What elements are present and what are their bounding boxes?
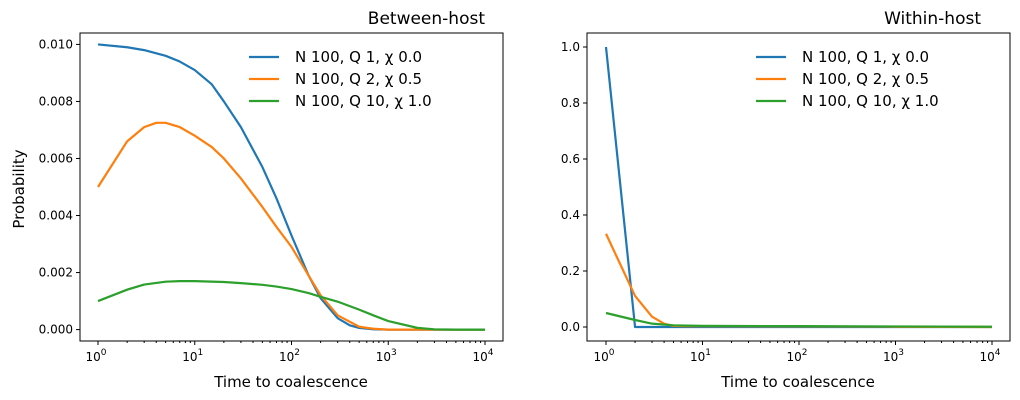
axes-frame	[79, 32, 504, 342]
y-tick-label: 0.004	[39, 209, 73, 223]
x-tick-label: 103	[883, 348, 904, 364]
y-tick-label: 0.010	[39, 37, 73, 51]
legend-label: N 100, Q 10, χ 1.0	[802, 92, 939, 110]
plot-area	[604, 46, 993, 329]
legend-label: N 100, Q 2, χ 0.5	[802, 70, 929, 88]
y-axis-label: Probability	[10, 149, 28, 228]
x-tick-label: 101	[690, 348, 711, 364]
legend: N 100, Q 1, χ 0.0 N 100, Q 2, χ 0.5 N 100,…	[756, 48, 939, 110]
x-tick-label: 104	[979, 348, 1000, 364]
x-tick-label: 100	[593, 348, 614, 364]
y-tick-label: 0.6	[561, 152, 580, 166]
legend-label: N 100, Q 10, χ 1.0	[295, 92, 432, 110]
x-axis-label: Time to coalescence	[213, 373, 368, 391]
y-tick-label: 0.006	[39, 151, 73, 165]
y-tick-label: 0.0	[561, 320, 580, 334]
plot-area	[97, 43, 485, 331]
y-tick-label: 0.008	[39, 94, 73, 108]
x-tick-label: 103	[376, 348, 397, 364]
legend-label: N 100, Q 1, χ 0.0	[802, 48, 929, 66]
series-line	[97, 121, 485, 331]
legend-label: N 100, Q 1, χ 0.0	[295, 48, 422, 66]
chart-within-host: Within-host Time to coalescence 0.0 0.2 0.…	[561, 9, 1011, 391]
y-tick-label: 0.2	[561, 264, 580, 278]
x-tick-label: 101	[182, 348, 203, 364]
x-axis-label: Time to coalescence	[720, 373, 875, 391]
chart-title: Between-host	[368, 9, 486, 29]
x-tick-label: 102	[786, 348, 807, 364]
y-tick-label: 0.4	[561, 208, 580, 222]
y-tick-label: 0.000	[39, 323, 73, 337]
chart-title: Within-host	[884, 9, 981, 29]
legend-label: N 100, Q 2, χ 0.5	[295, 70, 422, 88]
legend: N 100, Q 1, χ 0.0 N 100, Q 2, χ 0.5 N 100,…	[249, 48, 432, 110]
x-tick-label: 100	[85, 348, 106, 364]
chart-between-host: Between-host Probability Time to coalesc…	[10, 9, 504, 391]
axis-ticks: 0.000 0.002 0.004 0.006 0.008 0.010 100 101 102 1…	[39, 37, 494, 364]
x-tick-label: 104	[472, 348, 493, 364]
series-line	[97, 280, 485, 331]
x-tick-label: 102	[279, 348, 300, 364]
y-tick-label: 0.8	[561, 96, 580, 110]
series-line	[605, 311, 993, 328]
axes-frame	[586, 32, 1011, 342]
y-tick-label: 0.002	[39, 266, 73, 280]
y-tick-label: 1.0	[561, 40, 580, 54]
